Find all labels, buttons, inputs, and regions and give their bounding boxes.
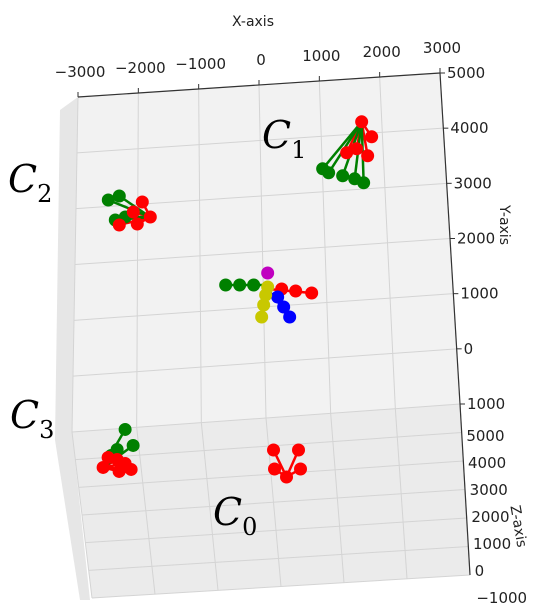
camera-frame-point (280, 470, 294, 484)
z-axis-title: Z-axis (506, 504, 529, 549)
camera-frame-point (143, 210, 157, 224)
camera-label-sub: 2 (37, 180, 52, 208)
camera-ray (321, 120, 363, 170)
camera-marker-3 (96, 422, 140, 478)
y-tick-label: 0 (464, 340, 474, 358)
z-tick-label: 0 (475, 562, 485, 580)
x-axis-title: X-axis (232, 14, 274, 30)
grid-line-y (74, 238, 451, 265)
origin-x-point (305, 286, 319, 300)
origin-point (261, 266, 275, 280)
camera-label-0: C0 (213, 490, 257, 541)
x-tick-label: 2000 (363, 43, 401, 61)
origin-y-point (247, 278, 261, 292)
camera-ray-point (118, 422, 132, 436)
camera-frame-point (112, 464, 126, 478)
camera-frame-point (294, 462, 308, 476)
camera-frame-point (96, 460, 110, 474)
camera-label-2: C2 (8, 157, 52, 208)
camera-label-name: C (8, 157, 37, 201)
camera-frame-point (292, 443, 306, 457)
grid-line-y (71, 403, 461, 433)
origin-axes-marker (219, 266, 319, 324)
camera-marker-1 (316, 115, 379, 190)
camera-ray-point (316, 162, 330, 176)
x-tick-label: −2000 (115, 59, 166, 77)
camera-frame-point (361, 149, 375, 163)
camera-frame-point (135, 195, 149, 209)
y-tick-label: 4000 (450, 119, 488, 137)
tick-labels: −3000 −2000 −1000 0 1000 2000 3000500040003000… (55, 39, 527, 607)
y-tick-label: 1000 (467, 395, 505, 413)
x-tick-label: 1000 (302, 47, 340, 65)
y-tick-label: 2000 (457, 230, 495, 248)
camera-ray-point (126, 438, 140, 452)
z-tick-label: 4000 (468, 454, 506, 472)
camera-label-sub: 3 (39, 416, 54, 444)
z-tick-label: 1000 (473, 535, 511, 553)
camera-label-sub: 1 (291, 136, 306, 164)
y-tick-label: 1000 (460, 285, 498, 303)
camera-frame-point (126, 205, 140, 219)
camera-frame-point (350, 142, 364, 156)
camera-frame-point (267, 443, 281, 457)
camera-ray-point (357, 176, 371, 190)
camera-frame-point (112, 218, 126, 232)
camera-frame-point (124, 462, 138, 476)
camera-markers (96, 115, 379, 484)
camera-ray-point (336, 169, 350, 183)
z-tick-label: 5000 (466, 427, 504, 445)
camera-label-name: C (10, 393, 39, 437)
origin-z-point (283, 310, 297, 324)
origin-extra-point (261, 280, 275, 294)
origin-y-point (219, 278, 233, 292)
y-axis-title: Y-axis (496, 204, 512, 245)
origin-extra-point (255, 310, 269, 324)
camera-frame-point (130, 217, 144, 231)
camera-frame-point (268, 462, 282, 476)
camera-label-3: C3 (10, 393, 54, 444)
camera-label-sub: 0 (242, 513, 257, 541)
y-tick-label: 3000 (454, 174, 492, 192)
origin-y-point (233, 278, 247, 292)
origin-x-point (289, 284, 303, 298)
z-tick-label: −1000 (476, 589, 527, 607)
camera-frame-point (355, 115, 369, 129)
camera-frame-point (340, 146, 354, 160)
z-tick-label: 2000 (471, 508, 509, 526)
camera-frame-point (365, 130, 379, 144)
grid-line-z-level (91, 574, 471, 599)
grid-line-y (72, 348, 457, 377)
origin-z-point (277, 300, 291, 314)
camera-ray-point (101, 193, 115, 207)
left-pane (55, 97, 90, 600)
origin-z-point (271, 290, 285, 304)
grid-line-y (76, 127, 444, 154)
camera-label-1: C1 (262, 113, 306, 164)
camera-marker-0 (267, 443, 308, 484)
y-tick-label: 5000 (447, 64, 485, 82)
x-tick-label: 3000 (423, 39, 461, 57)
bottom-pane (72, 404, 470, 598)
z-axis-line (459, 403, 471, 576)
camera-label-name: C (213, 490, 242, 534)
camera-label-name: C (262, 113, 291, 157)
x-tick-label: 0 (256, 51, 266, 69)
x-tick-label: −3000 (55, 63, 106, 81)
camera-marker-2 (101, 189, 157, 232)
grid-line-z-level (85, 517, 467, 544)
camera-ray-point (112, 189, 126, 203)
origin-extra-point (257, 298, 271, 312)
x-tick-label: −1000 (175, 55, 226, 73)
z-tick-label: 3000 (470, 481, 508, 499)
grid-line-z-level (88, 546, 469, 571)
grid-line-z-level (81, 489, 466, 516)
